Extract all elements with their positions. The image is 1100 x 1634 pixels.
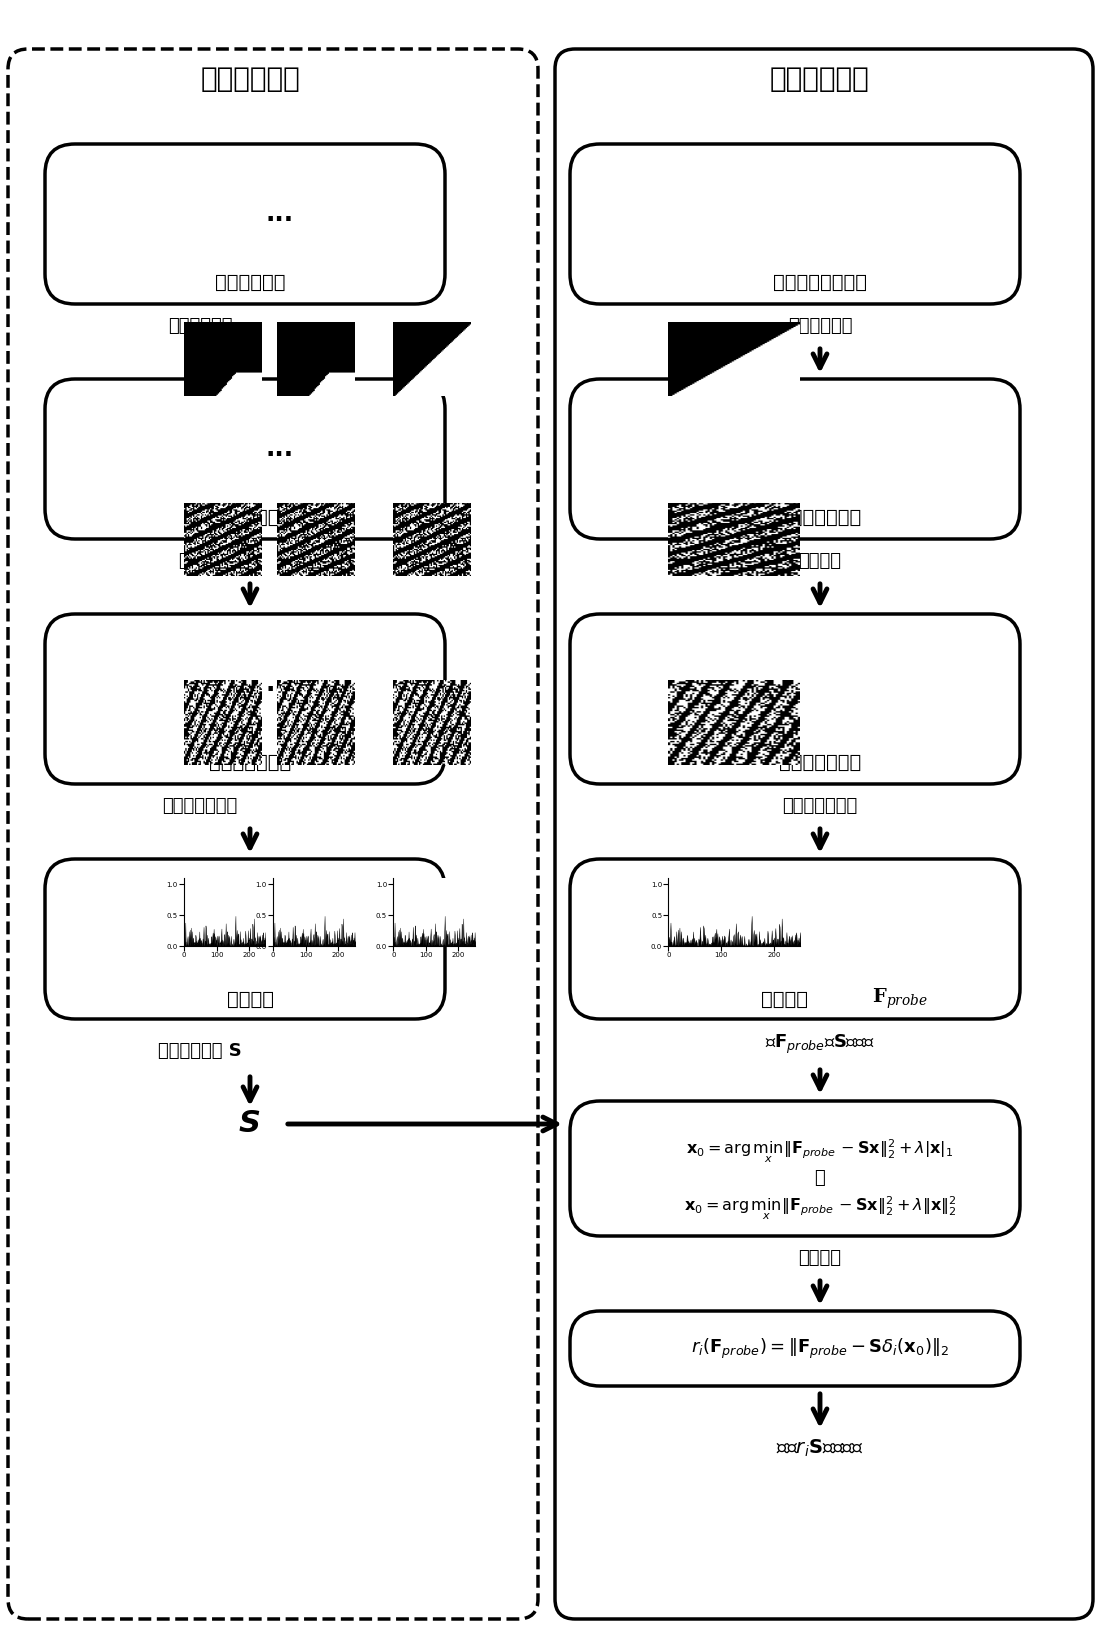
Text: 大小一致的分块: 大小一致的分块	[779, 753, 861, 771]
Text: 计算表面类型: 计算表面类型	[788, 317, 853, 335]
Text: 平均分块: 平均分块	[799, 552, 842, 570]
FancyBboxPatch shape	[570, 859, 1020, 1020]
FancyBboxPatch shape	[570, 379, 1020, 539]
Text: 大小一致的分块: 大小一致的分块	[209, 753, 292, 771]
Text: $\mathbf{F}_{probe}$: $\mathbf{F}_{probe}$	[872, 987, 927, 1011]
Text: 待测三维掌纹区域: 待测三维掌纹区域	[773, 273, 867, 291]
Text: 按分块提取特征: 按分块提取特征	[163, 797, 238, 815]
Text: 特征向量: 特征向量	[227, 990, 274, 1008]
Text: 计算表面类型: 计算表面类型	[167, 317, 232, 335]
FancyBboxPatch shape	[570, 144, 1020, 304]
Text: 或: 或	[815, 1168, 825, 1186]
Text: 实时识别阶段: 实时识别阶段	[770, 65, 870, 93]
FancyBboxPatch shape	[570, 1310, 1020, 1386]
Text: ...: ...	[266, 203, 294, 225]
Text: $r_i(\mathbf{F}_{probe}) = \|\mathbf{F}_{probe} - \mathbf{S}\delta_i(\mathbf{x}_: $r_i(\mathbf{F}_{probe}) = \|\mathbf{F}_…	[691, 1337, 949, 1361]
Text: 掌纹表面类型图: 掌纹表面类型图	[779, 508, 861, 526]
Text: 组成字典矩阵 S: 组成字典矩阵 S	[158, 1042, 242, 1060]
Text: 掌纹表面类型图: 掌纹表面类型图	[209, 508, 292, 526]
Text: 三维掌纹区域: 三维掌纹区域	[214, 273, 285, 291]
Text: $\mathbf{x}_0 = \arg\min_x\|\mathbf{F}_{probe} - \mathbf{S}\mathbf{x}\|_2^2 + \l: $\mathbf{x}_0 = \arg\min_x\|\mathbf{F}_{…	[684, 1194, 956, 1222]
Text: 特征向量: 特征向量	[761, 990, 808, 1008]
FancyBboxPatch shape	[570, 614, 1020, 784]
Text: 计算残差: 计算残差	[799, 1248, 842, 1266]
FancyBboxPatch shape	[570, 1101, 1020, 1235]
Text: 线下训练阶段: 线下训练阶段	[200, 65, 300, 93]
FancyBboxPatch shape	[45, 144, 446, 304]
FancyBboxPatch shape	[45, 614, 446, 784]
Text: ...: ...	[266, 672, 294, 696]
Text: S: S	[239, 1109, 261, 1139]
FancyBboxPatch shape	[45, 379, 446, 539]
FancyBboxPatch shape	[45, 859, 446, 1020]
Text: 平均分块: 平均分块	[178, 552, 221, 570]
Text: $\mathbf{x}_0 = \arg\min_x\|\mathbf{F}_{probe} - \mathbf{S}\mathbf{x}\|_2^2 + \l: $\mathbf{x}_0 = \arg\min_x\|\mathbf{F}_{…	[686, 1137, 954, 1165]
Text: ...: ...	[266, 436, 294, 461]
Text: 按分块提取特征: 按分块提取特征	[782, 797, 858, 815]
Text: ...: ...	[271, 920, 299, 944]
Text: 根据$r_i$S判别身份: 根据$r_i$S判别身份	[777, 1438, 864, 1459]
Text: 对$\mathbf{F}_{probe}$在S上编码: 对$\mathbf{F}_{probe}$在S上编码	[764, 1033, 876, 1056]
